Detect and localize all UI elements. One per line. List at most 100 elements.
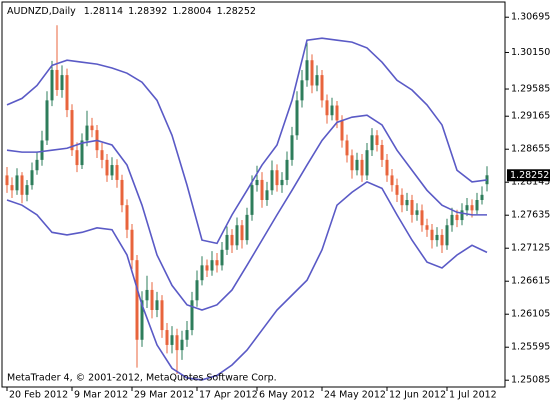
x-tick-label: 12 Jun 2012 [389, 390, 446, 401]
candle-body [395, 185, 399, 195]
candle-body [270, 170, 274, 191]
band-upper [6, 37, 488, 245]
y-tick-label: 1.26105 [511, 309, 550, 320]
candle-body [230, 234, 234, 246]
candle-body [65, 75, 69, 111]
current-price-label: 1.28252 [510, 170, 549, 181]
candle-body [310, 60, 314, 86]
candle-body [40, 140, 44, 160]
candle-body [170, 335, 174, 345]
candle-body [330, 105, 334, 116]
candle-body [485, 175, 489, 185]
candle-body [260, 179, 264, 200]
candle-body [225, 234, 229, 250]
footer: MetaTrader 4, © 2001-2012, MetaQuotes So… [7, 373, 277, 384]
band-middle [6, 114, 487, 311]
candle-body [20, 175, 24, 195]
candle-body [10, 185, 14, 191]
candle-body [35, 159, 39, 171]
candle-body [350, 155, 354, 171]
candle-body [15, 175, 19, 191]
y-tick-label: 1.29585 [511, 84, 550, 95]
candle-body [105, 159, 109, 176]
candle-body [365, 150, 369, 176]
chart-header: AUDNZD,Daily 1.28114 1.28392 1.28004 1.28252 [7, 6, 256, 17]
y-tick-label: 1.30150 [511, 47, 550, 58]
header-close: 1.28252 [217, 6, 256, 17]
candle-body [30, 170, 34, 186]
candle-body [25, 185, 29, 195]
candle-body [200, 265, 204, 281]
candle-body [280, 179, 284, 186]
candle-body [475, 200, 479, 211]
candle-body [70, 110, 74, 151]
candle-body [305, 60, 309, 81]
candle-body [440, 234, 444, 246]
candle-body [335, 105, 339, 121]
candle-body [470, 205, 474, 211]
candle-body [135, 260, 139, 340]
y-tick-label: 1.28145 [511, 177, 550, 188]
candle-body [435, 234, 439, 241]
candle-body [290, 135, 294, 160]
candle-body [410, 200, 414, 215]
candle-body [405, 200, 409, 206]
y-tick-label: 1.29165 [511, 111, 550, 122]
candle-body [300, 80, 304, 101]
y-tick-label: 1.30695 [511, 12, 550, 23]
candle-body [55, 69, 59, 90]
candle-body [255, 179, 259, 186]
candle-body [355, 159, 359, 171]
candle-body [460, 210, 464, 221]
candle-body [5, 175, 9, 186]
candle-body [320, 75, 324, 101]
candle-body [165, 330, 169, 345]
candle-body [140, 300, 144, 340]
header-low: 1.28004 [172, 6, 211, 17]
candle-body [315, 75, 319, 86]
candle-body [480, 194, 484, 200]
candle-body [400, 194, 404, 206]
candle-body [390, 175, 394, 186]
candle-body [150, 289, 154, 310]
candle-body [215, 260, 219, 266]
candle-body [235, 225, 239, 246]
candle-body [220, 249, 224, 266]
candle-body [60, 75, 64, 90]
y-tick-label: 1.25085 [511, 375, 550, 386]
candle-body [340, 120, 344, 141]
y-tick-label: 1.28655 [511, 144, 550, 155]
x-tick-label: 6 May 2012 [259, 390, 315, 401]
candle-body [455, 214, 459, 221]
header-high: 1.28392 [128, 6, 167, 17]
candle-body [120, 179, 124, 206]
candle-body [45, 100, 49, 141]
candle-body [430, 229, 434, 241]
candle-body [265, 190, 269, 200]
candle-body [285, 159, 289, 180]
candle-body [115, 165, 119, 180]
candle-body [465, 205, 469, 211]
candle-body [420, 210, 424, 226]
candle-body [145, 289, 149, 301]
header-open: 1.28114 [84, 6, 123, 17]
x-tick-label: 17 Apr 2012 [199, 390, 258, 401]
candle-body [190, 300, 194, 331]
candle-body [345, 140, 349, 156]
current-price-box [507, 169, 550, 182]
candle-body [325, 100, 329, 116]
candle-body [425, 225, 429, 230]
x-tick-label: 24 May 2012 [324, 390, 386, 401]
marks [5, 25, 489, 381]
candle-body [195, 280, 199, 301]
candle-body [185, 330, 189, 340]
candle-body [245, 214, 249, 241]
candle-body [275, 170, 279, 186]
candle-body [385, 159, 389, 176]
x-tick-label: 1 Jul 2012 [449, 390, 497, 401]
candle-body [450, 214, 454, 226]
candle-body [50, 69, 54, 101]
candle-body [75, 150, 79, 166]
candle-body [205, 265, 209, 271]
